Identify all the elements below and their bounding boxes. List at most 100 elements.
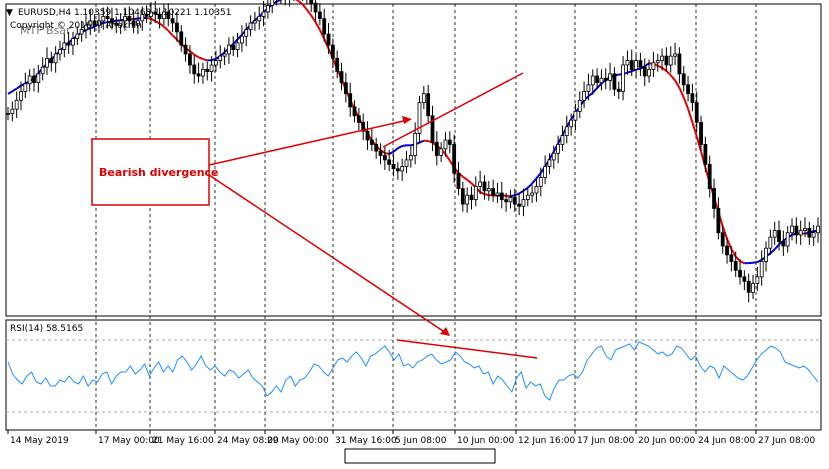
- candle-body: [37, 74, 40, 83]
- candle-body: [704, 144, 707, 164]
- ma-segment: [679, 88, 683, 98]
- candle-body: [622, 65, 625, 91]
- candle-body: [817, 226, 820, 233]
- candle-body: [583, 91, 586, 100]
- candle-body: [492, 189, 495, 196]
- candle-body: [331, 45, 334, 58]
- candle-body: [648, 69, 651, 76]
- x-tick-label: 20 Jun 00:00: [638, 436, 695, 446]
- ma-segment: [588, 93, 592, 96]
- rsi-path: [8, 342, 818, 400]
- ma-segment: [675, 80, 679, 87]
- candle-body: [223, 54, 226, 56]
- candle-body: [171, 19, 174, 23]
- ma-segment: [398, 146, 402, 148]
- rsi-line: [8, 342, 818, 400]
- candle-body: [578, 100, 581, 111]
- ma-segment: [753, 262, 757, 263]
- ma-segment: [770, 249, 774, 253]
- candle-body: [496, 193, 499, 195]
- candle-body: [726, 246, 729, 255]
- candle-body: [765, 248, 768, 261]
- candle-body: [214, 61, 217, 65]
- candle-body: [327, 34, 330, 45]
- candle-body: [635, 61, 638, 70]
- candle-body: [258, 16, 261, 20]
- candle-body: [414, 133, 417, 155]
- candle-body: [687, 85, 690, 94]
- candle-body: [617, 89, 620, 91]
- ma-segment: [740, 261, 744, 263]
- candle-body: [375, 144, 378, 151]
- ma-segment: [528, 183, 532, 187]
- ma-segment: [155, 21, 159, 24]
- candle-body: [266, 5, 269, 12]
- triangle-down-icon[interactable]: ▼: [6, 8, 13, 18]
- candle-body: [262, 12, 265, 16]
- candle-body: [71, 38, 74, 45]
- candle-body: [340, 72, 343, 83]
- candle-body: [522, 200, 525, 207]
- ma-segment: [212, 59, 216, 60]
- candle-body: [271, 0, 274, 5]
- rsi-label: RSI(14) 58.5165: [10, 324, 83, 334]
- ma-segment: [12, 89, 16, 92]
- candle-body: [240, 36, 243, 43]
- candle-body: [700, 122, 703, 144]
- candle-body: [799, 231, 802, 235]
- candle-body: [175, 23, 178, 32]
- candle-body: [232, 45, 235, 49]
- ma-segment: [523, 188, 527, 191]
- candle-body: [457, 173, 460, 188]
- candle-body: [678, 54, 681, 74]
- ma-segment: [151, 19, 155, 21]
- ma-segment: [402, 145, 406, 146]
- ma-segment: [389, 152, 393, 154]
- candle-body: [661, 56, 664, 60]
- candle-body: [812, 233, 815, 237]
- candle-body: [32, 76, 35, 83]
- candle-body: [505, 200, 508, 202]
- candle-body: [193, 65, 196, 74]
- candle-body: [253, 21, 256, 23]
- candle-body: [596, 76, 599, 83]
- candle-body: [643, 67, 646, 76]
- candle-body: [539, 178, 542, 187]
- candle-body: [791, 226, 794, 233]
- ma-segment: [519, 191, 523, 194]
- x-tick-label: 29 May 00:00: [267, 436, 329, 446]
- candle-body: [444, 140, 447, 149]
- candle-body: [188, 54, 191, 65]
- candle-body: [665, 56, 668, 65]
- candle-body: [804, 228, 807, 230]
- x-tick-label: 17 May 00:00: [98, 436, 160, 446]
- ma-segment: [484, 194, 488, 195]
- candle-body: [435, 142, 438, 155]
- ma-segment: [467, 180, 471, 183]
- candle-body: [808, 228, 811, 237]
- candle-body: [604, 78, 607, 80]
- symbol-line: EURUSD,H4 1.10359 1.10468 1.10221 1.1035…: [18, 8, 231, 18]
- x-tick-label: 27 Jun 08:00: [758, 436, 815, 446]
- ma-segment: [8, 91, 12, 94]
- candle-body: [41, 67, 44, 74]
- ma-segment: [385, 153, 389, 154]
- ma-segment: [160, 24, 164, 27]
- candle-body: [357, 116, 360, 123]
- candle-body: [739, 270, 742, 277]
- candle-body: [691, 94, 694, 103]
- candle-body: [591, 76, 594, 85]
- candle-body: [500, 193, 503, 200]
- candle-body: [513, 197, 516, 204]
- candle-body: [440, 149, 443, 156]
- ma-segment: [684, 97, 688, 108]
- price-divergence-line: [383, 73, 523, 147]
- candle-body: [323, 19, 326, 34]
- candle-body: [24, 84, 27, 92]
- candle-body: [613, 74, 616, 89]
- chart-scroll-indicator[interactable]: [345, 449, 495, 463]
- candle-body: [392, 164, 395, 168]
